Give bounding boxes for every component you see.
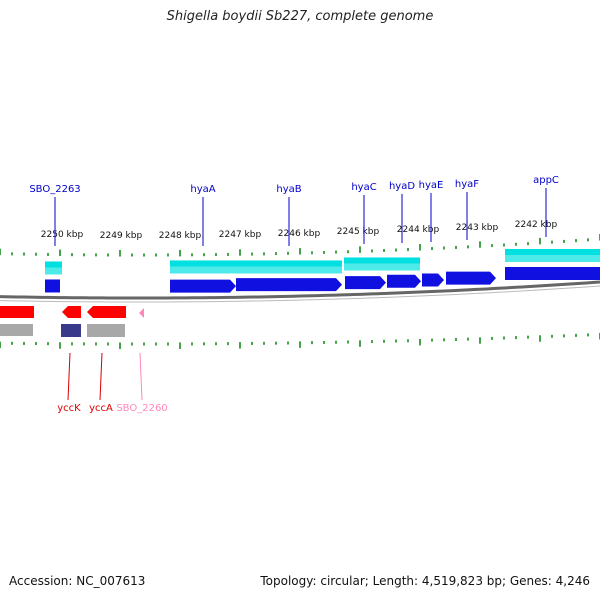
reverse-feature-grey: [87, 324, 125, 337]
forward-gene-arrow: [387, 274, 421, 288]
forward-gene-arrow: [345, 276, 386, 290]
forward-gene-arrow: [45, 279, 60, 293]
forward-gene-arrow: [422, 273, 444, 287]
gene-label: hyaF: [455, 179, 479, 190]
forward-gene-arrow: [505, 266, 600, 280]
reverse-gene-arrow: [0, 306, 34, 318]
reverse-gene-arrow: [62, 306, 81, 318]
genome-title: Shigella boydii Sb227, complete genome: [166, 9, 434, 24]
forward-gene-arrow: [170, 279, 236, 293]
forward-gene-arrow: [236, 278, 342, 292]
scale-label: 2243 kbp: [456, 223, 499, 233]
reverse-feature-dark: [61, 324, 81, 337]
genome-backbone: [0, 280, 600, 300]
pseudo-gene-arrow: [139, 308, 144, 318]
scale-label: 2250 kbp: [41, 230, 84, 240]
reverse-gene-arrow: [87, 306, 126, 318]
gene-label: yccK: [57, 403, 81, 414]
gene-leader-line: [99, 352, 103, 401]
reverse-feature-grey: [0, 324, 33, 336]
gene-label: hyaC: [351, 182, 376, 193]
gene-label: hyaA: [190, 184, 215, 195]
gene-label: SBO_2263: [29, 184, 80, 195]
gene-leader-line: [139, 352, 143, 401]
cds-feature-shade: [344, 263, 420, 271]
accession-label: Accession: NC_007613: [9, 574, 146, 588]
scale-label: 2249 kbp: [100, 231, 143, 241]
topology-summary: Topology: circular; Length: 4,519,823 bp…: [260, 574, 590, 588]
scale-label: 2244 kbp: [397, 225, 440, 235]
gene-label: SBO_2260: [116, 403, 167, 414]
scale-label: 2247 kbp: [219, 230, 262, 240]
cds-feature-shade: [505, 254, 600, 262]
scale-label: 2245 kbp: [337, 227, 380, 237]
scale-label: 2246 kbp: [278, 229, 321, 239]
scale-label: 2248 kbp: [159, 231, 202, 241]
cds-feature-shade: [170, 266, 342, 274]
gene-label: yccA: [89, 403, 113, 414]
forward-gene-arrow: [446, 271, 496, 285]
gene-label: appC: [533, 175, 559, 186]
gene-leader-line: [67, 352, 71, 401]
gene-label: hyaE: [419, 180, 444, 191]
genome-backbone-shadow: [0, 285, 600, 303]
scale-label: 2242 kbp: [515, 220, 558, 230]
gene-label: hyaD: [389, 181, 415, 192]
gene-label: hyaB: [276, 184, 301, 195]
cds-feature-shade: [45, 267, 62, 275]
